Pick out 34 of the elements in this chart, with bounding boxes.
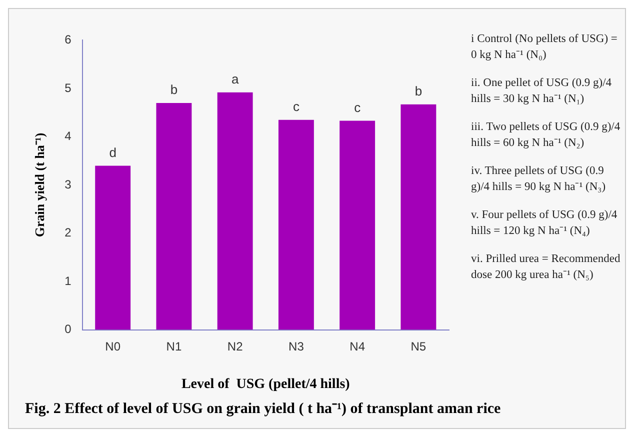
x-axis-title: Level of USG (pellet/4 hills) — [181, 377, 350, 392]
text: ii. One pellet of USG (0.9 g)/4 hills = 30 kg N ha⁻¹ (N₁) — [471, 76, 613, 107]
bar — [278, 120, 314, 330]
y-tick-label: 6 — [64, 32, 72, 47]
y-tick-label: 2 — [64, 226, 72, 240]
text: vi. Prilled urea = Recommended dose 200 kg urea ha⁻¹ (N₅) — [471, 252, 621, 283]
bar — [156, 102, 192, 330]
x-tick-label: N3 — [288, 339, 304, 354]
y-tick-label: 1 — [64, 274, 72, 288]
data-label: c — [354, 100, 362, 115]
bar — [95, 166, 131, 330]
y-tick-label: 5 — [64, 80, 72, 95]
y-tick-label: 0 — [64, 322, 72, 336]
text: i Control (No pellets of USG) = 0 kg N ha⁻¹ (N₀) — [471, 32, 618, 63]
x-tick-label: N0 — [105, 339, 121, 354]
bar — [217, 92, 253, 330]
bar — [400, 104, 436, 330]
text: Fig. 2 Effect of level of USG on grain yield ( t ha⁻¹) of transplant aman rice — [25, 400, 502, 418]
data-label: b — [170, 82, 178, 98]
y-tick-label: 3 — [64, 177, 72, 192]
bar — [340, 120, 376, 330]
x-tick-label: N4 — [350, 339, 366, 354]
data-label: d — [109, 144, 116, 160]
x-tick-label: N1 — [166, 339, 182, 354]
data-label: b — [414, 83, 422, 98]
x-tick-label: N5 — [410, 339, 426, 354]
text: iii. Two pellets of USG (0.9 g)/4 hills = 60 kg N ha⁻¹ (N₂) — [471, 120, 621, 151]
text: v. Four pellets of USG (0.9 g)/4 hills = 120 kg N ha⁻¹ (N₄) — [471, 208, 618, 239]
data-label: c — [292, 98, 300, 114]
y-axis-title: Grain yield (t ha⁻¹) — [32, 132, 48, 238]
text: iv. Three pellets of USG (0.9 g)/4 hills = 90 kg N ha⁻¹ (N₃) — [471, 164, 607, 195]
y-tick-label: 4 — [64, 129, 72, 144]
data-label: a — [231, 71, 240, 86]
x-tick-label: N2 — [227, 339, 244, 354]
